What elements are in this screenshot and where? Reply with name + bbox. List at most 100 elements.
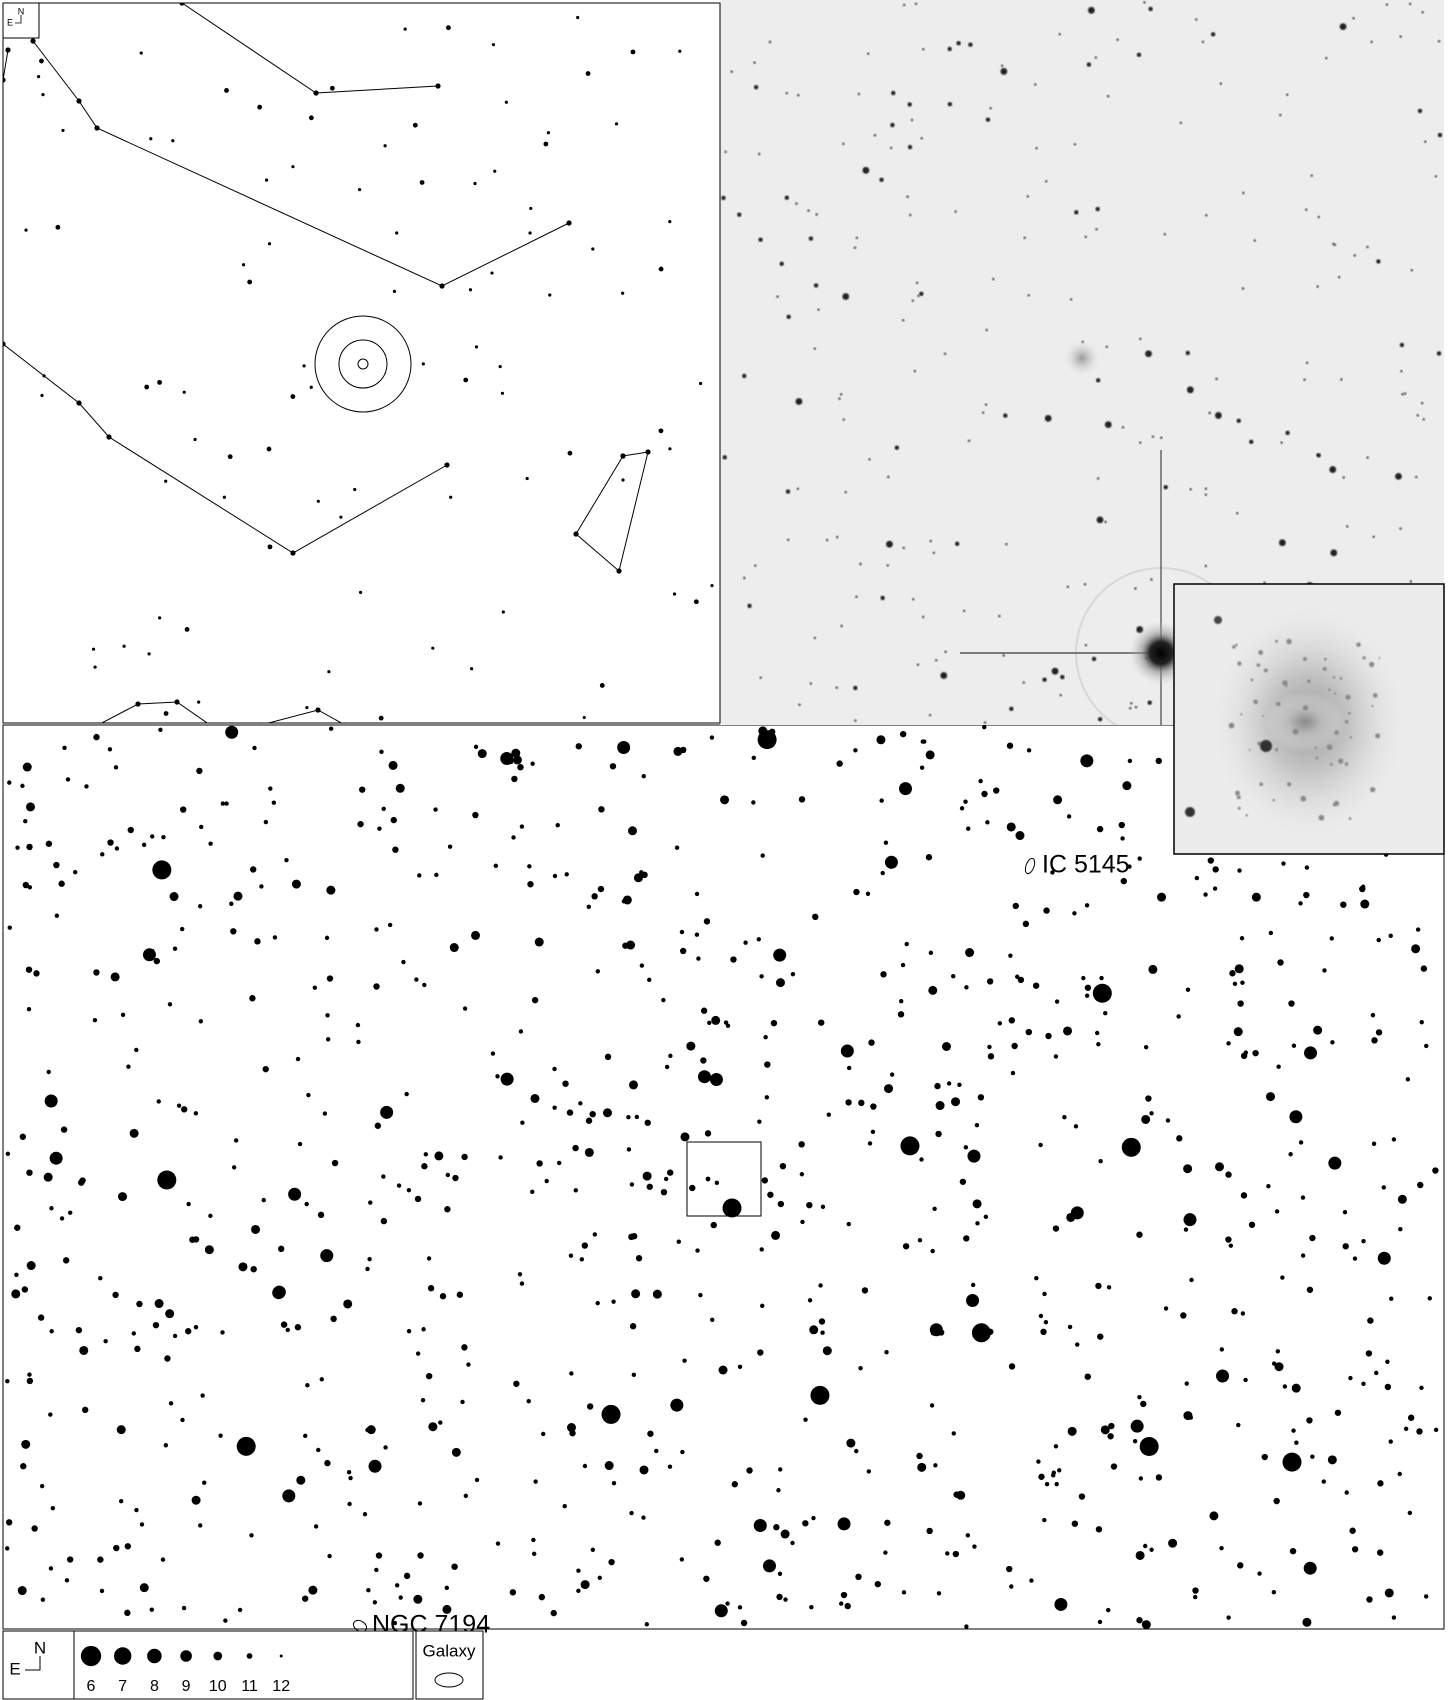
star	[425, 1372, 433, 1380]
star	[1282, 1452, 1302, 1472]
star	[348, 1475, 353, 1481]
photo-star	[747, 603, 752, 609]
star	[1427, 1296, 1432, 1301]
photo-star	[779, 261, 784, 267]
star	[773, 1524, 780, 1531]
photo-star	[913, 369, 917, 373]
photo-star	[1186, 386, 1194, 394]
star	[844, 1602, 851, 1610]
star	[846, 1065, 852, 1071]
photo-star	[1279, 113, 1282, 117]
star	[578, 1101, 583, 1106]
constellation-star	[313, 90, 319, 96]
photo-star	[886, 564, 890, 567]
star	[473, 744, 479, 750]
star	[756, 937, 761, 942]
star	[417, 873, 422, 878]
overview-star	[630, 49, 636, 55]
photo-star	[921, 615, 925, 619]
photo-star	[908, 213, 912, 217]
star	[463, 1493, 469, 1499]
star	[374, 927, 379, 932]
star	[1008, 953, 1013, 958]
star	[564, 872, 569, 877]
photo-star	[1333, 243, 1337, 247]
constellation-star	[435, 83, 441, 89]
star	[26, 1006, 32, 1012]
star	[327, 1553, 332, 1559]
star	[629, 1510, 634, 1516]
overview-star	[383, 144, 387, 148]
star	[442, 1604, 452, 1614]
star	[139, 1522, 145, 1527]
star	[1070, 1206, 1084, 1220]
star	[136, 1300, 143, 1308]
star	[1194, 875, 1200, 881]
galaxy-core	[1265, 692, 1345, 752]
star	[654, 1448, 659, 1454]
photo-star	[943, 352, 947, 356]
star	[1388, 933, 1393, 939]
star	[633, 873, 643, 883]
overview-star	[36, 75, 41, 79]
star	[530, 761, 535, 766]
star	[928, 950, 934, 955]
star	[1054, 999, 1060, 1004]
overview-star	[678, 49, 682, 53]
photo-star	[1210, 32, 1216, 37]
star	[1309, 1234, 1316, 1242]
constellation-star	[179, 3, 185, 6]
star	[423, 1152, 428, 1157]
overview-star	[264, 178, 269, 182]
star	[1096, 1042, 1101, 1047]
star	[1110, 1463, 1118, 1470]
star	[644, 1119, 651, 1126]
star	[1062, 1114, 1067, 1120]
star	[17, 1586, 27, 1596]
star	[718, 1365, 728, 1375]
photo-star	[940, 672, 948, 679]
star	[20, 783, 25, 789]
star	[1289, 1547, 1297, 1555]
star	[251, 1224, 261, 1234]
photo-star	[1236, 418, 1241, 423]
star	[1215, 1162, 1225, 1172]
photo-star	[753, 61, 756, 64]
star	[714, 1180, 720, 1186]
star	[663, 1176, 669, 1182]
star	[1100, 1425, 1110, 1435]
inset-knot	[1276, 701, 1281, 707]
star	[220, 1330, 225, 1335]
star	[23, 818, 28, 824]
star	[181, 1605, 187, 1611]
photo-star	[854, 719, 857, 722]
star	[362, 1512, 368, 1517]
star	[757, 1349, 764, 1356]
star	[1081, 975, 1086, 981]
photo-star	[842, 418, 846, 421]
star	[780, 1529, 790, 1539]
star	[609, 763, 617, 770]
star	[884, 1084, 894, 1094]
photo-star	[932, 551, 936, 555]
star	[1274, 1209, 1280, 1214]
star	[78, 1179, 85, 1186]
star	[1291, 1428, 1296, 1433]
star	[586, 1403, 594, 1410]
star	[466, 1362, 471, 1367]
star	[626, 940, 636, 950]
inset-knot	[1369, 661, 1375, 668]
photo-star	[1201, 40, 1205, 44]
overview-star	[224, 88, 229, 93]
star	[661, 997, 666, 1003]
star	[597, 1575, 602, 1581]
legend-star	[147, 1648, 162, 1664]
star	[986, 978, 994, 985]
star	[585, 1117, 593, 1124]
star	[301, 1595, 309, 1602]
photo-star	[1436, 351, 1442, 356]
overview-star	[403, 27, 407, 31]
star	[250, 1265, 257, 1273]
photo-star	[920, 136, 923, 140]
star	[686, 1041, 696, 1051]
